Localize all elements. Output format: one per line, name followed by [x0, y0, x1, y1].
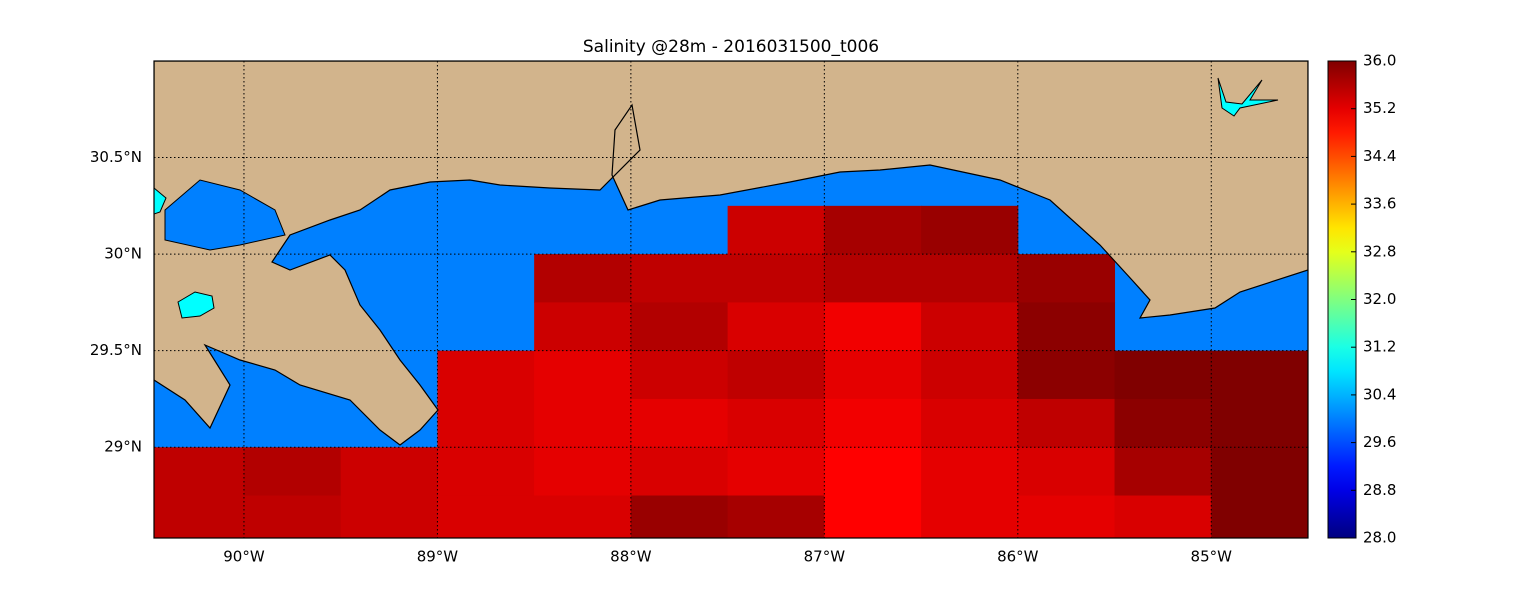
x-tick-label: 85°W	[1191, 548, 1233, 566]
land-layer	[154, 61, 1308, 446]
x-tick-label: 89°W	[417, 548, 459, 566]
colorbar-label: 29.6	[1363, 433, 1396, 451]
salinity-cell	[1114, 398, 1212, 448]
map-frame	[153, 60, 1309, 539]
colorbar-label: 34.4	[1363, 147, 1396, 165]
salinity-cell	[340, 447, 438, 497]
y-tick-label: 29°N	[104, 438, 142, 456]
salinity-cell	[1017, 447, 1116, 497]
salinity-cell	[534, 302, 632, 352]
x-tick-label: 90°W	[223, 548, 265, 566]
y-tick-label: 30.5°N	[90, 148, 142, 166]
salinity-cell	[727, 495, 825, 538]
salinity-cell	[727, 205, 825, 255]
colorbar-label: 28.8	[1363, 481, 1396, 499]
salinity-cell	[340, 495, 438, 538]
salinity-cell	[824, 350, 922, 400]
colorbar-label: 33.6	[1363, 195, 1396, 213]
salinity-cell	[1017, 495, 1116, 538]
salinity-cell	[921, 447, 1019, 497]
salinity-cell	[824, 447, 922, 497]
salinity-cell	[1114, 447, 1212, 497]
colorbar-label: 32.0	[1363, 290, 1396, 308]
salinity-cell	[1017, 302, 1116, 352]
x-tick-label: 87°W	[804, 548, 846, 566]
salinity-cell	[630, 350, 729, 400]
salinity-cell	[534, 254, 632, 303]
salinity-cell	[1211, 350, 1308, 400]
lake	[164, 179, 286, 251]
salinity-cell	[727, 254, 825, 303]
salinity-cell	[1017, 398, 1116, 448]
colorbar-label: 28.0	[1363, 529, 1396, 547]
salinity-cell	[534, 350, 632, 400]
salinity-cell	[437, 398, 535, 448]
salinity-cell	[1017, 350, 1116, 400]
salinity-cell	[727, 447, 825, 497]
salinity-cell	[727, 302, 825, 352]
salinity-cell	[824, 495, 922, 538]
salinity-cell	[630, 254, 729, 303]
salinity-cell	[921, 398, 1019, 448]
salinity-cell	[727, 398, 825, 448]
salinity-cell	[1211, 447, 1308, 497]
small-lake	[1217, 77, 1279, 117]
salinity-cell	[534, 495, 632, 538]
salinity-cell	[630, 302, 729, 352]
salinity-cell	[1114, 350, 1212, 400]
salinity-cell	[921, 495, 1019, 538]
y-tick-label: 29.5°N	[90, 341, 142, 359]
salinity-cell	[921, 205, 1019, 255]
salinity-cell	[824, 254, 922, 303]
salinity-cell	[824, 205, 922, 255]
salinity-cell	[1114, 495, 1212, 538]
land	[154, 61, 1308, 446]
graticule	[154, 61, 1308, 538]
salinity-cell	[1211, 398, 1308, 448]
y-tick-label: 30°N	[104, 245, 142, 263]
salinity-cell	[154, 447, 245, 497]
small-lake	[154, 187, 167, 215]
salinity-cell	[630, 495, 729, 538]
salinity-cell	[921, 302, 1019, 352]
salinity-cell	[630, 447, 729, 497]
colorbar-label: 36.0	[1363, 52, 1396, 70]
salinity-cell	[921, 350, 1019, 400]
salinity-cell	[154, 495, 245, 538]
salinity-cell	[824, 398, 922, 448]
colorbar-label: 32.8	[1363, 242, 1396, 260]
colorbar-label: 35.2	[1363, 99, 1396, 117]
salinity-cell	[437, 495, 535, 538]
salinity-field	[154, 205, 1308, 538]
salinity-cell	[243, 447, 342, 497]
salinity-cell	[824, 302, 922, 352]
salinity-cell	[437, 350, 535, 400]
small-lake	[177, 291, 215, 319]
salinity-cell	[727, 350, 825, 400]
salinity-cell	[1211, 495, 1308, 538]
colorbar-label: 31.2	[1363, 338, 1396, 356]
map-title: Salinity @28m - 2016031500_t006	[583, 37, 879, 57]
salinity-cell	[243, 495, 342, 538]
colorbar-label: 30.4	[1363, 385, 1396, 403]
salinity-cell	[534, 447, 632, 497]
salinity-cell	[534, 398, 632, 448]
x-tick-label: 88°W	[610, 548, 652, 566]
salinity-cell	[437, 447, 535, 497]
salinity-cell	[1017, 254, 1116, 303]
x-tick-label: 86°W	[997, 548, 1039, 566]
salinity-cell	[921, 254, 1019, 303]
salinity-cell	[630, 398, 729, 448]
